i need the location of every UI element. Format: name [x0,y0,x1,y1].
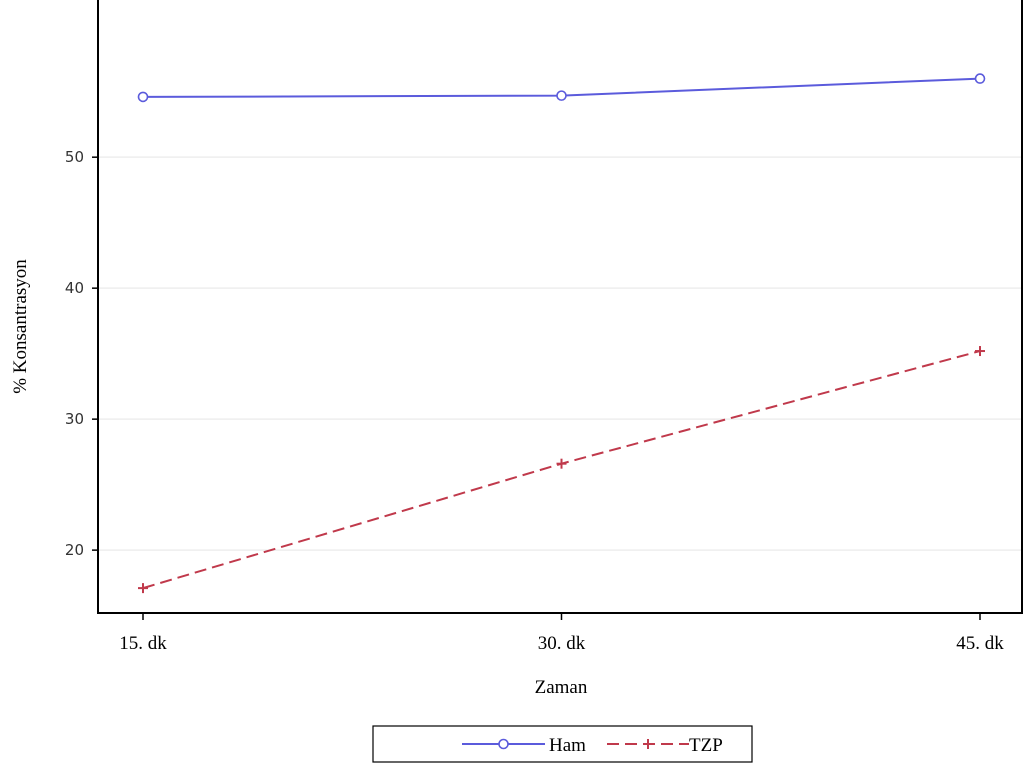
x-axis-label: Zaman [535,677,588,698]
legend-label-ham: Ham [549,735,586,756]
x-tick-label-1: 30. dk [538,633,586,654]
series-ham [137,73,986,103]
y-tick-label-30: 30 [65,410,84,428]
y-axis-ticks: 20 30 40 50 [65,148,98,559]
x-tick-label-0: 15. dk [119,633,167,654]
y-tick-label-40: 40 [65,279,84,297]
plot-frame [97,0,1023,614]
legend: Ham TZP [372,725,753,763]
y-tick-label-50: 50 [65,148,84,166]
gridlines [98,156,1022,551]
x-axis-ticks: 15. dk 30. dk 45. dk [119,613,1004,654]
series-tzp [138,346,985,594]
tzp-point-2 [975,346,985,357]
tzp-point-0 [138,583,148,594]
y-tick-label-20: 20 [65,541,84,559]
legend-key-tzp [607,739,689,749]
ham-point-1 [556,90,567,101]
tzp-point-1 [556,458,567,469]
series-layer [137,73,986,594]
legend-key-ham [462,738,545,750]
series-line-tzp [142,350,981,590]
ham-point-0 [137,91,149,103]
ham-point-2 [974,73,986,84]
y-axis-label: % Konsantrasyon [10,259,31,394]
x-tick-label-2: 45. dk [956,633,1004,654]
legend-label-tzp: TZP [689,735,723,756]
